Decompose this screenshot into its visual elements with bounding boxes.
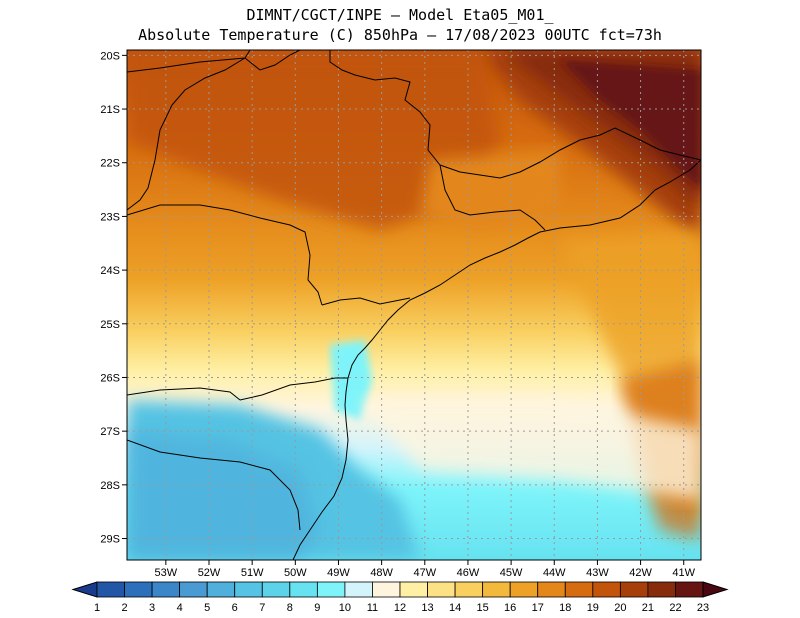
colorbar-swatch xyxy=(151,581,181,598)
colorbar-label: 7 xyxy=(259,602,265,614)
lat-tick-label: 26S xyxy=(100,372,120,384)
colorbar-swatch xyxy=(454,581,484,598)
colorbar-label: 14 xyxy=(449,602,461,614)
colorbar-label: 20 xyxy=(614,602,626,614)
lon-tick-label: 44W xyxy=(543,567,566,579)
colorbar-swatch xyxy=(647,581,676,598)
colorbar-swatch xyxy=(261,581,291,598)
colorbar-label: 21 xyxy=(642,602,654,614)
colorbar-under-triangle xyxy=(71,581,98,598)
colorbar-label: 15 xyxy=(477,602,489,614)
colorbar-label: 12 xyxy=(394,602,406,614)
colorbar-label: 3 xyxy=(149,602,155,614)
colorbar-label: 17 xyxy=(532,602,544,614)
lon-tick-label: 47W xyxy=(413,567,436,579)
lon-tick-label: 42W xyxy=(629,567,652,579)
colorbar-swatch xyxy=(482,581,511,598)
colorbar-label: 11 xyxy=(367,602,378,614)
colorbar-swatch xyxy=(316,581,346,598)
colorbar-swatch xyxy=(537,581,566,598)
lon-tick-label: 53W xyxy=(155,567,178,579)
colorbar-swatch xyxy=(234,581,263,598)
colorbar-label: 13 xyxy=(421,602,433,614)
colorbar-swatch xyxy=(344,581,373,598)
colorbar-swatch xyxy=(372,581,401,598)
lat-tick-label: 27S xyxy=(100,426,120,438)
colorbar-swatch xyxy=(96,581,125,598)
lat-tick-label: 21S xyxy=(100,104,120,116)
lat-tick-label: 28S xyxy=(100,480,120,492)
lon-tick-label: 48W xyxy=(370,567,393,579)
chart-title-line-1: DIMNT/CGCT/INPE – Model Eta05_M01_ xyxy=(246,6,554,24)
colorbar-swatch xyxy=(592,581,621,598)
colorbar-over-triangle xyxy=(702,581,729,598)
colorbar-swatch xyxy=(399,581,428,598)
colorbar-label: 19 xyxy=(587,602,599,614)
lon-tick-label: 52W xyxy=(198,567,221,579)
colorbar-label: 10 xyxy=(339,602,351,614)
lat-tick-label: 20S xyxy=(100,50,120,62)
colorbar-label: 8 xyxy=(287,602,293,614)
lat-tick-label: 22S xyxy=(100,158,120,170)
lat-tick-label: 24S xyxy=(100,265,120,277)
map-frame xyxy=(126,49,702,561)
lon-tick-label: 43W xyxy=(586,567,609,579)
temperature-field xyxy=(127,50,701,560)
coastline-and-borders xyxy=(127,50,701,560)
colorbar-label: 18 xyxy=(559,602,571,614)
lon-tick-label: 49W xyxy=(327,567,350,579)
colorbar-label: 4 xyxy=(177,602,183,614)
longitude-axis: 53W 52W 51W 50W 49W 48W 47W 46W 45W 44W 43W 42W 41W xyxy=(155,560,696,579)
chart-title-line-2: Absolute Temperature (C) 850hPa – 17/08/… xyxy=(138,26,662,44)
colorbar: 1 2 3 4 5 6 7 8 9 10 11 12 13 14 15 16 17 18 19 20 21 22 23 xyxy=(71,581,729,614)
colorbar-swatch xyxy=(206,581,236,598)
lat-tick-label: 23S xyxy=(100,211,120,223)
map-graticule xyxy=(127,50,701,560)
latitude-axis: 20S 21S 22S 23S 24S 25S 26S 27S 28S 29S xyxy=(100,50,127,546)
colorbar-label: 2 xyxy=(121,602,127,614)
lat-tick-label: 25S xyxy=(100,319,120,331)
colorbar-swatch xyxy=(179,581,208,598)
colorbar-label: 5 xyxy=(204,602,210,614)
colorbar-swatch xyxy=(427,581,456,598)
colorbar-label: 16 xyxy=(504,602,516,614)
colorbar-swatch xyxy=(619,581,649,598)
colorbar-swatch xyxy=(289,581,318,598)
colorbar-swatch xyxy=(124,581,153,598)
colorbar-swatch xyxy=(675,581,704,598)
colorbar-label: 22 xyxy=(669,602,681,614)
colorbar-label: 6 xyxy=(232,602,238,614)
lon-tick-label: 46W xyxy=(457,567,480,579)
lon-tick-label: 50W xyxy=(284,567,307,579)
colorbar-label: 1 xyxy=(94,602,100,614)
lon-tick-label: 45W xyxy=(500,567,523,579)
lon-tick-label: 41W xyxy=(672,567,695,579)
colorbar-swatch xyxy=(509,581,539,598)
colorbar-label: 23 xyxy=(697,602,709,614)
colorbar-label: 9 xyxy=(314,602,320,614)
lat-tick-label: 29S xyxy=(100,534,120,546)
colorbar-swatch xyxy=(564,581,594,598)
lon-tick-label: 51W xyxy=(241,567,264,579)
